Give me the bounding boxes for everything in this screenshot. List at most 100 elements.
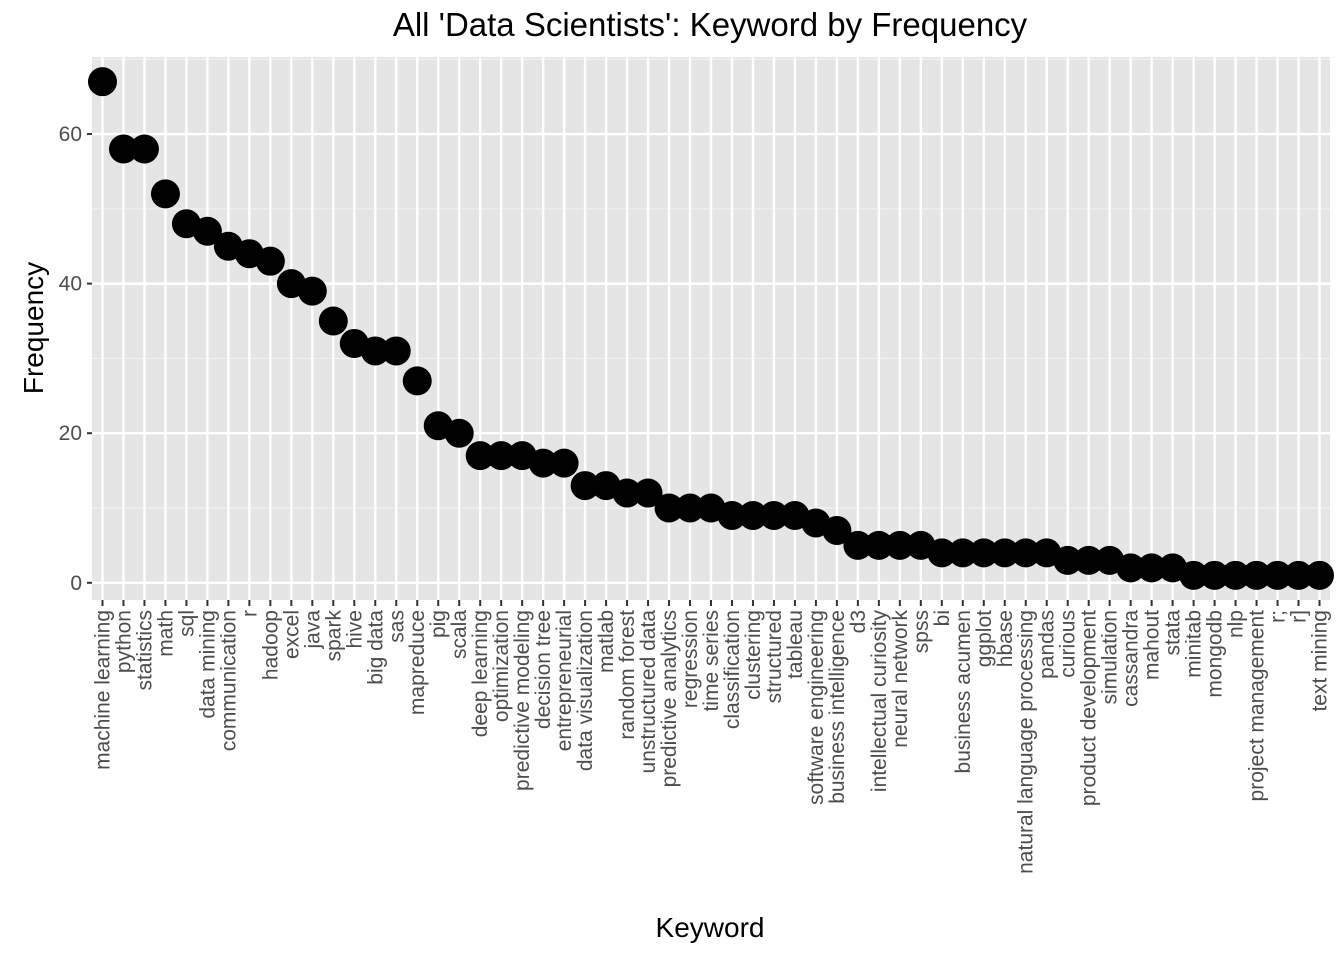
- x-tick-label: nlp: [1225, 610, 1248, 638]
- x-tick-label: simulation: [1099, 610, 1122, 705]
- data-point: [675, 493, 705, 523]
- x-tick-label: structured: [763, 610, 786, 703]
- x-tick-label: pandas: [1036, 610, 1059, 679]
- y-tick-label: 60: [59, 123, 82, 146]
- data-point: [297, 276, 327, 306]
- x-tick-label: intellectual curiosity: [868, 610, 891, 793]
- data-point: [108, 134, 138, 164]
- x-tick-label: python: [112, 610, 135, 673]
- x-tick-label: d3: [847, 610, 870, 633]
- x-tick-label: java: [301, 610, 324, 650]
- x-tick-label: neural network: [889, 610, 912, 748]
- data-point: [1284, 560, 1314, 590]
- chart-title: All 'Data Scientists': Keyword by Freque…: [392, 6, 1028, 43]
- x-tick-label: excel: [280, 610, 303, 659]
- data-point: [360, 336, 390, 366]
- data-point: [318, 306, 348, 336]
- data-point: [885, 530, 915, 560]
- data-point: [948, 538, 978, 568]
- data-point: [570, 471, 600, 501]
- data-point: [1179, 560, 1209, 590]
- x-tick-label: minitab: [1183, 610, 1206, 678]
- x-tick-label: tableau: [784, 610, 807, 679]
- data-point: [1200, 560, 1230, 590]
- data-point: [444, 418, 474, 448]
- data-point: [612, 478, 642, 508]
- x-axis-title: Keyword: [655, 912, 765, 943]
- x-tick-label: deep learning: [469, 610, 492, 737]
- x-tick-label: sql: [175, 610, 198, 637]
- x-tick-label: software engineering: [805, 610, 828, 805]
- y-axis-title: Frequency: [18, 261, 49, 395]
- data-point: [864, 530, 894, 560]
- y-tick-label: 0: [70, 572, 82, 595]
- y-tick-label: 20: [59, 422, 82, 445]
- x-tick-label: text mining: [1309, 610, 1332, 712]
- x-tick-label: stata: [1162, 610, 1185, 656]
- data-point: [381, 336, 411, 366]
- data-point: [150, 179, 180, 209]
- data-point: [822, 515, 852, 545]
- data-point: [1305, 560, 1335, 590]
- x-tick-label: business acumen: [952, 610, 975, 773]
- x-tick-label: random forest: [616, 610, 639, 740]
- x-tick-label: data visualization: [574, 610, 597, 771]
- x-tick-label: time series: [700, 610, 723, 712]
- x-tick-label: unstructured data: [637, 610, 660, 774]
- x-tick-label: hbase: [994, 610, 1017, 667]
- x-tick-label: entrepreneurial: [553, 610, 576, 751]
- x-tick-label: cassandra: [1120, 610, 1143, 707]
- data-point: [87, 67, 117, 97]
- x-tick-label: optimization: [490, 610, 513, 722]
- y-tick-label: 40: [59, 273, 82, 296]
- data-point: [1242, 560, 1272, 590]
- data-point: [255, 246, 285, 276]
- data-point: [1053, 545, 1083, 575]
- x-tick-label: pig: [427, 610, 450, 638]
- x-tick-label: curious: [1057, 610, 1080, 678]
- x-tick-label: matlab: [595, 610, 618, 673]
- data-point: [717, 500, 747, 530]
- x-tick-label: mahout: [1141, 610, 1164, 680]
- data-point: [1011, 538, 1041, 568]
- data-point: [402, 366, 432, 396]
- x-tick-label: bi: [931, 610, 954, 626]
- x-tick-label: predictive analytics: [658, 610, 681, 787]
- x-tick-label: hive: [343, 610, 366, 649]
- x-tick-label: sas: [385, 610, 408, 643]
- x-tick-label: regression: [679, 610, 702, 708]
- data-point: [1263, 560, 1293, 590]
- x-tick-label: clustering: [742, 610, 765, 700]
- x-tick-label: classification: [721, 610, 744, 729]
- data-point: [549, 448, 579, 478]
- data-point: [486, 441, 516, 471]
- x-tick-label: r: [238, 610, 261, 617]
- x-tick-label: statistics: [133, 610, 156, 691]
- data-point: [528, 448, 558, 478]
- x-tick-label: spark: [322, 610, 345, 662]
- x-tick-label: mapreduce: [406, 610, 429, 715]
- data-point: [1221, 560, 1251, 590]
- x-tick-label: r]: [1288, 610, 1311, 623]
- data-point: [129, 134, 159, 164]
- x-tick-label: product development: [1078, 610, 1101, 806]
- x-tick-label: predictive modeling: [511, 610, 534, 791]
- data-point: [654, 493, 684, 523]
- x-tick-label: ggplot: [973, 610, 996, 667]
- x-tick-label: big data: [364, 610, 387, 685]
- data-point: [633, 478, 663, 508]
- x-tick-label: scala: [448, 610, 471, 659]
- data-point: [1074, 545, 1104, 575]
- x-tick-label: natural language processing: [1015, 610, 1038, 874]
- data-point: [843, 530, 873, 560]
- data-point: [969, 538, 999, 568]
- x-tick-label: mongodb: [1204, 610, 1227, 698]
- x-tick-label: business intelligence: [826, 610, 849, 804]
- x-tick-label: decision tree: [532, 610, 555, 729]
- data-point: [927, 538, 957, 568]
- x-tick-label: machine learning: [91, 610, 114, 770]
- x-tick-label: communication: [217, 610, 240, 751]
- data-point: [759, 500, 789, 530]
